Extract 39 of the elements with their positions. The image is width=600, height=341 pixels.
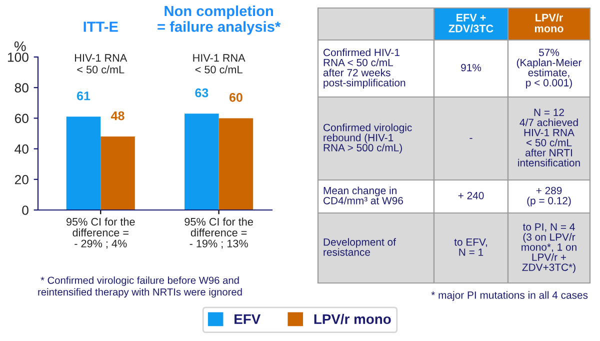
- text: N = 12 4/7 achieved HIV-1 RNA < 50 c/mL after NRTI intensification: [518, 108, 580, 167]
- category-label: Mean change in CD4/mm³ at W96: [324, 186, 403, 204]
- text: -: [470, 138, 472, 139]
- text: 57% (Kaplan-Meier estimate, p < 0.001): [516, 48, 582, 88]
- y-tick-label: 80: [14, 83, 28, 93]
- text: 95% CI for the difference = - 29% ; 4%: [66, 218, 135, 249]
- y-tick-label: 60: [14, 114, 28, 124]
- text: to EFV, N = 1: [454, 238, 487, 256]
- x-tick-label: Non completion = failure analysis*: [158, 5, 281, 35]
- y-tick-label: 100: [8, 52, 28, 62]
- y-tick-label: 0: [22, 206, 28, 215]
- y-tick-label: 40: [14, 144, 28, 154]
- category-label: LPV/r mono: [534, 14, 564, 32]
- bar: [218, 118, 254, 210]
- category-label: Confirmed HIV-1 RNA < 50 c/mL after 72 weeks post-simplification: [323, 48, 406, 88]
- annotation: HIV-1 RNA < 50 c/mL: [193, 54, 246, 74]
- category-label: EFV + ZDV/3TC: [448, 14, 494, 32]
- bar: [66, 116, 101, 210]
- legend-label: EFV: [234, 314, 261, 324]
- data-label: 63: [195, 88, 208, 98]
- annotation: HIV-1 RNA < 50 c/mL: [75, 54, 128, 74]
- text: * major PI mutations in all 4 cases: [431, 291, 588, 301]
- category-label: Confirmed virologic rebound (HIV-1 RNA > 500 c/mL): [324, 124, 412, 154]
- text: to PI, N = 4 (3 on LPV/r mono*, 1 on LPV/r + ZDV+3TC*): [522, 223, 576, 274]
- x-tick-label: ITT-E: [84, 22, 118, 32]
- text: + 289 (p = 0.12): [527, 186, 571, 206]
- text: 91%: [461, 64, 482, 72]
- category-label: Development of resistance: [324, 238, 396, 256]
- text: + 240: [458, 192, 484, 200]
- y-tick-label: 20: [14, 174, 28, 184]
- text: 95% CI for the difference = - 19% ; 13%: [184, 218, 253, 249]
- data-label: 60: [229, 92, 242, 102]
- bar: [100, 136, 135, 210]
- data-label: 48: [111, 111, 124, 120]
- text: * Confirmed virologic failure before W96 and reintensified therapy with NRTIs were ignored: [38, 276, 242, 298]
- data-label: 61: [77, 91, 90, 100]
- bar: [184, 114, 219, 210]
- y-axis-title: %: [14, 41, 26, 52]
- legend-label: LPV/r mono: [314, 314, 391, 324]
